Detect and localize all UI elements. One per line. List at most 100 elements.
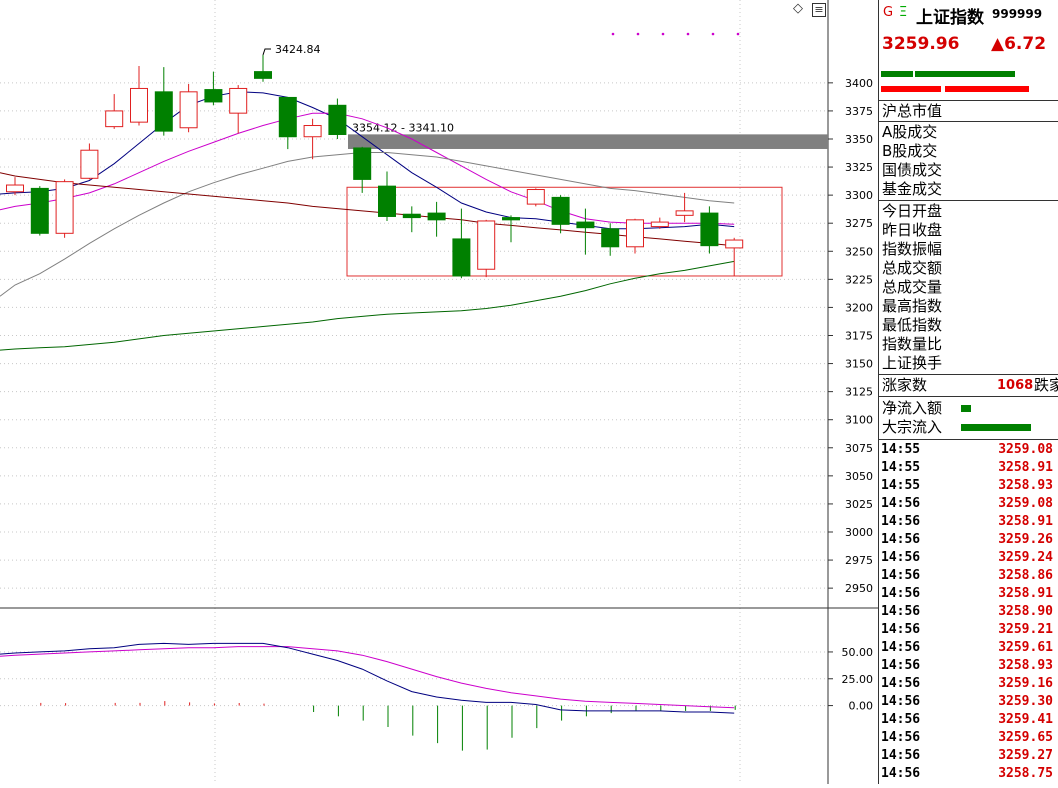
label: 涨家数 — [882, 376, 928, 394]
candle-body — [576, 221, 595, 229]
macd-tick-label: 50.00 — [842, 646, 874, 659]
divider — [879, 200, 1058, 201]
moving-average-line — [0, 112, 735, 225]
y-tick-label: 3075 — [845, 442, 873, 455]
tick-row: 14:56 3259.16 — [879, 675, 1058, 693]
divider — [879, 374, 1058, 375]
y-tick-label: 3000 — [845, 526, 873, 539]
row-volume-ratio: 指数量比 — [879, 335, 1058, 354]
marker-dot — [611, 32, 615, 36]
row-block-inflow: 大宗流入 — [879, 418, 1058, 437]
row-advancers: 涨家数 1068 跌家 — [879, 376, 1058, 395]
decliners-label: 跌家 — [1034, 376, 1058, 394]
tick-row: 14:55 3258.93 — [879, 477, 1058, 495]
macd-tick-label: 25.00 — [842, 673, 874, 686]
label: 上证换手 — [882, 354, 943, 372]
label: 最低指数 — [882, 316, 943, 334]
tick-value: 3259.24 — [998, 550, 1053, 565]
candle-body — [626, 219, 644, 248]
tick-row: 14:56 3259.61 — [879, 639, 1058, 657]
g-icon[interactable]: G — [883, 5, 894, 20]
candle-body — [179, 91, 198, 129]
price-change: ▲6.72 — [991, 34, 1047, 54]
advancers-count: 1068 — [997, 378, 1034, 393]
label: 今日开盘 — [882, 202, 943, 220]
resistance-gap-band — [348, 134, 828, 149]
label: 昨日收盘 — [882, 221, 943, 239]
label: B股成交 — [882, 142, 938, 160]
candle-body — [204, 89, 223, 103]
tick-time: 14:56 — [881, 586, 921, 601]
candle-body — [700, 212, 719, 247]
candle-body — [601, 228, 620, 248]
y-tick-label: 2950 — [845, 582, 873, 595]
tick-value: 3258.91 — [998, 460, 1053, 475]
candle-body — [526, 189, 545, 205]
tick-time: 14:56 — [881, 604, 921, 619]
tick-row: 14:56 3259.26 — [879, 531, 1058, 549]
tick-row: 14:56 3259.24 — [879, 549, 1058, 567]
y-tick-label: 3375 — [845, 105, 873, 118]
tick-time: 14:56 — [881, 550, 921, 565]
candle-body — [402, 213, 421, 219]
y-tick-label: 3350 — [845, 133, 873, 146]
label: 总成交额 — [882, 259, 943, 277]
kline-chart-svg[interactable]: 3354.12 - 3341.10 3424.84 3400 3375 3350 332… — [0, 0, 878, 784]
tick-value: 3258.75 — [998, 766, 1053, 781]
tick-row: 14:56 3258.75 — [879, 765, 1058, 783]
moving-average-line — [0, 260, 735, 351]
candle-body — [229, 87, 248, 114]
row-net-inflow: 净流入额 — [879, 399, 1058, 418]
tick-row: 14:55 3259.08 — [879, 441, 1058, 459]
row-open-today: 今日开盘 — [879, 202, 1058, 221]
tick-time: 14:56 — [881, 640, 921, 655]
tick-value: 3259.26 — [998, 532, 1053, 547]
tick-time: 14:56 — [881, 694, 921, 709]
label: 基金成交 — [882, 180, 943, 198]
label: 大宗流入 — [882, 418, 943, 436]
tick-value: 3258.91 — [998, 586, 1053, 601]
row-fund: 基金成交 — [879, 180, 1058, 199]
tick-row: 14:56 3258.91 — [879, 585, 1058, 603]
y-tick-label: 3225 — [845, 273, 873, 286]
tick-value: 3259.21 — [998, 622, 1053, 637]
row-total-amount: 总成交额 — [879, 259, 1058, 278]
index-name: 上证指数 — [916, 8, 984, 28]
y-tick-label: 3400 — [845, 77, 873, 90]
candle-body — [650, 221, 669, 228]
candle-body — [55, 181, 74, 234]
row-prev-close: 昨日收盘 — [879, 221, 1058, 240]
dea-line — [0, 646, 735, 709]
candle-body — [477, 220, 496, 270]
macd-tick-label: 0.00 — [849, 700, 874, 713]
candle-body — [6, 184, 24, 193]
divider — [879, 396, 1058, 397]
row-high: 最高指数 — [879, 297, 1058, 316]
e-icon[interactable]: Ξ — [899, 5, 908, 20]
last-price: 3259.96 — [882, 34, 960, 54]
tick-row: 14:56 3258.93 — [879, 657, 1058, 675]
label: 最高指数 — [882, 297, 943, 315]
y-tick-label: 3250 — [845, 245, 873, 258]
kline-chart-area[interactable]: 3354.12 - 3341.10 3424.84 3400 3375 3350 332… — [0, 0, 878, 784]
tick-value: 3259.65 — [998, 730, 1053, 745]
candle-body — [130, 87, 148, 123]
tick-time: 14:56 — [881, 658, 921, 673]
index-code: 999999 — [992, 7, 1043, 21]
gap-annotation: 3354.12 - 3341.10 — [352, 121, 454, 134]
peak-marker — [262, 48, 271, 56]
label: 净流入额 — [882, 399, 943, 417]
label: 沪总市值 — [882, 102, 943, 120]
candle-body — [278, 96, 297, 138]
tick-value: 3259.27 — [998, 748, 1053, 763]
tick-row: 14:56 3258.91 — [879, 513, 1058, 531]
tick-value: 3259.61 — [998, 640, 1053, 655]
candle-body — [303, 125, 322, 138]
label: 国债成交 — [882, 161, 943, 179]
menu-icon[interactable]: ≡ — [812, 3, 826, 17]
candle-body — [80, 149, 99, 179]
diamond-icon[interactable]: ◇ — [793, 1, 803, 16]
candle-body — [328, 104, 347, 135]
row-total-market-value: 沪总市值 — [879, 102, 1058, 121]
tick-time: 14:56 — [881, 712, 921, 727]
